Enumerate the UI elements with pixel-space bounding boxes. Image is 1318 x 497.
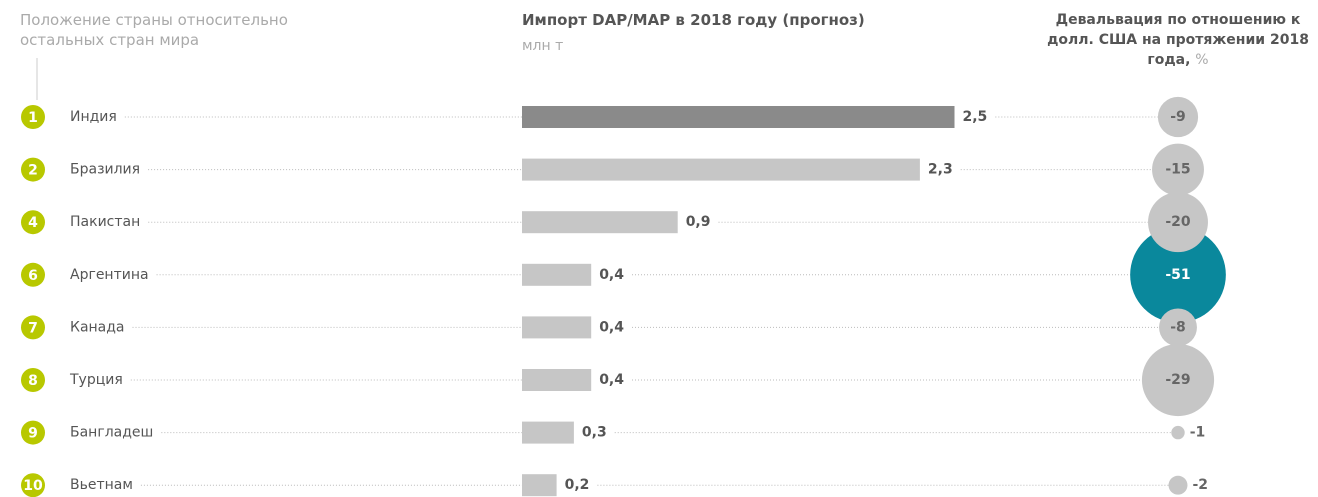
bubble bbox=[1130, 226, 1226, 323]
leaders bbox=[124, 116, 1172, 486]
value-label: 0,3 bbox=[582, 425, 607, 441]
bar bbox=[522, 316, 592, 339]
rank-label: 4 bbox=[28, 215, 38, 231]
value-label: 0,9 bbox=[686, 214, 711, 230]
bubble bbox=[1168, 475, 1188, 495]
bubble-label: -20 bbox=[1165, 214, 1191, 230]
country-label: Бангладеш bbox=[70, 425, 153, 441]
bubble bbox=[1141, 343, 1215, 417]
bubble-label: -15 bbox=[1165, 162, 1190, 178]
country-label: Пакистан bbox=[70, 214, 140, 230]
bar bbox=[522, 421, 574, 444]
bubble bbox=[1157, 96, 1199, 138]
rank-label: 2 bbox=[28, 163, 38, 179]
country-label: Турция bbox=[69, 372, 123, 388]
bubble-label: -9 bbox=[1170, 109, 1186, 125]
bubble-title: Девальвация по отношению к долл. США на … bbox=[1047, 12, 1309, 68]
rank-label: 9 bbox=[28, 426, 38, 442]
country-label: Аргентина bbox=[70, 267, 149, 283]
rank-badge bbox=[21, 473, 45, 497]
country-label: Индия bbox=[70, 109, 117, 125]
rank-badge bbox=[21, 105, 45, 129]
country-label: Вьетнам bbox=[70, 477, 133, 493]
rank-badge bbox=[21, 157, 45, 182]
chart-subtitle: млн т bbox=[522, 38, 564, 54]
bubble-label: -8 bbox=[1170, 319, 1186, 335]
bubble bbox=[1148, 192, 1208, 253]
chart-title: Импорт DAP/MAP в 2018 году (прогноз) bbox=[522, 11, 865, 29]
bubble bbox=[1152, 143, 1204, 196]
rank-label: 8 bbox=[28, 373, 38, 389]
bar bbox=[522, 211, 678, 234]
value-label: 0,4 bbox=[599, 267, 624, 283]
rank-label: 6 bbox=[28, 268, 38, 284]
country-label: Бразилия bbox=[70, 162, 140, 178]
bar bbox=[522, 158, 920, 181]
bar bbox=[522, 369, 592, 391]
bubble-label: -29 bbox=[1165, 372, 1190, 388]
rank-badge bbox=[21, 315, 45, 340]
bubble-label: -51 bbox=[1165, 267, 1190, 283]
rank-title: Положение страны относительно остальных … bbox=[20, 11, 288, 49]
country-label: Канада bbox=[70, 319, 125, 335]
rank-badge bbox=[21, 262, 45, 287]
bar bbox=[522, 263, 592, 286]
rank-label: 10 bbox=[23, 478, 43, 494]
rank-badge bbox=[21, 420, 45, 445]
bar bbox=[522, 474, 557, 497]
value-label: 0,4 bbox=[599, 372, 624, 388]
rank-badge bbox=[21, 210, 45, 235]
bar bbox=[522, 106, 955, 128]
rank-label: 7 bbox=[28, 320, 38, 336]
bubble bbox=[1159, 308, 1197, 347]
bubble bbox=[1171, 425, 1185, 440]
value-label: 0,2 bbox=[565, 477, 590, 493]
value-label: 2,5 bbox=[963, 109, 988, 125]
value-label: 2,3 bbox=[928, 162, 953, 178]
rank-label: 1 bbox=[28, 110, 38, 126]
bubble-title-block: Девальвация по отношению к долл. США на … bbox=[1040, 10, 1316, 70]
value-label: 0,4 bbox=[599, 319, 624, 335]
bubble-unit: % bbox=[1195, 52, 1209, 68]
bubble-label: -1 bbox=[1190, 425, 1206, 441]
rank-badge bbox=[21, 368, 45, 392]
bubble-label: -2 bbox=[1192, 477, 1208, 493]
